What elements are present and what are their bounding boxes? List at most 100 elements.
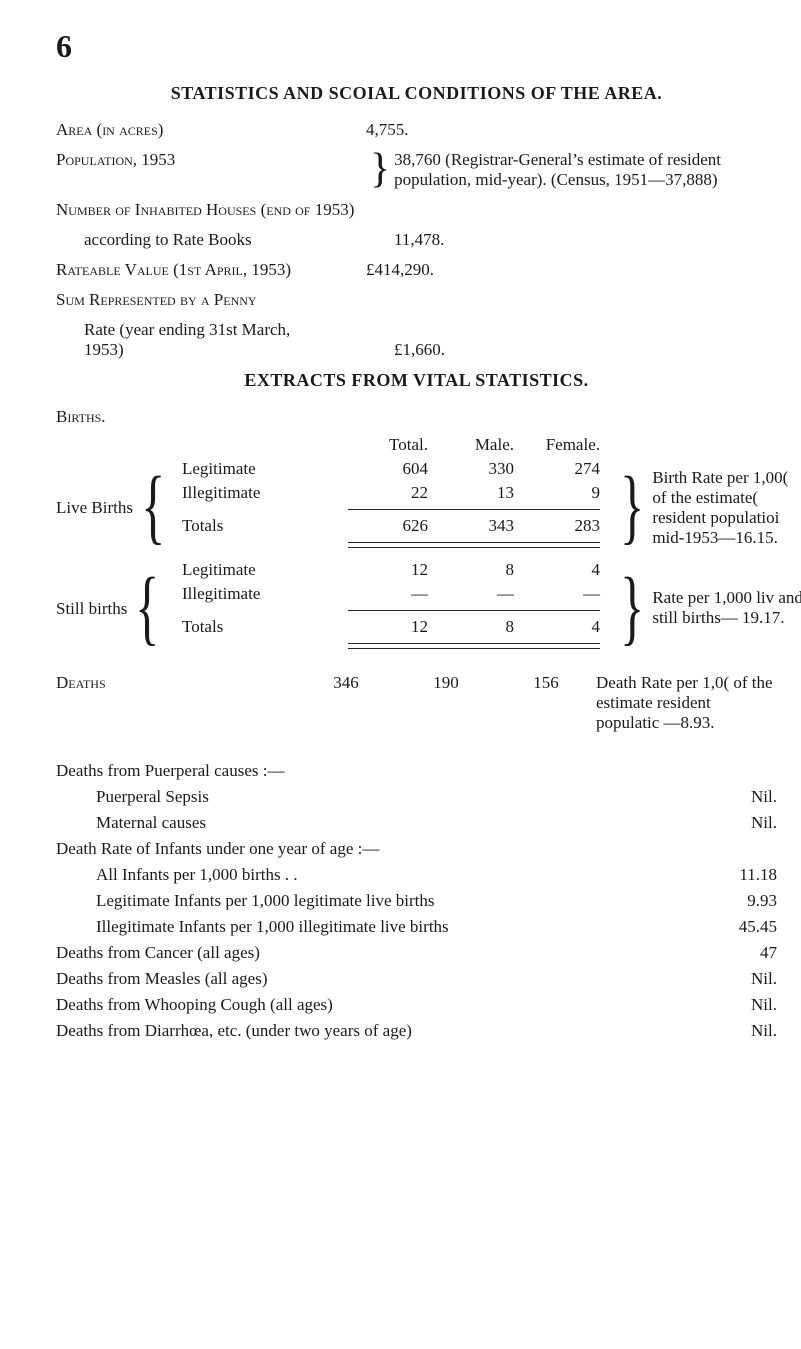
- lb-illegit-label: Illegitimate: [182, 481, 342, 505]
- sum-line3-value: £1,660.: [394, 340, 777, 360]
- list-item-label: Deaths from Diarrhœa, etc. (under two ye…: [56, 1021, 687, 1041]
- list-item-label: Deaths from Measles (all ages): [56, 969, 687, 989]
- hr-icon: [348, 509, 600, 510]
- list-item-value: 9.93: [687, 891, 777, 911]
- area-value: 4,755.: [366, 120, 777, 140]
- list-item: Deaths from Measles (all ages)Nil.: [56, 969, 777, 989]
- lb-totals-female: 283: [520, 514, 600, 538]
- deaths-label: Deaths: [56, 673, 296, 733]
- lb-legit-label: Legitimate: [182, 457, 342, 481]
- live-births-note: Birth Rate per 1,00( of the estimate( re…: [652, 468, 801, 548]
- lb-legit-total: 604: [348, 457, 428, 481]
- infant-rate-heading-text: Death Rate of Infants under one year of …: [56, 839, 777, 859]
- list-item: Deaths from Whooping Cough (all ages)Nil…: [56, 995, 777, 1015]
- list-item-value: Nil.: [687, 787, 777, 807]
- sb-illegit-female: —: [520, 582, 600, 606]
- col-male: Male.: [434, 433, 514, 457]
- list-item-value: Nil.: [687, 813, 777, 833]
- row-sum-1: Sum Represented by a Penny: [56, 290, 777, 310]
- deaths-male: 190: [433, 673, 459, 733]
- houses-line2-value: 11,478.: [394, 230, 777, 250]
- list-item-value: 45.45: [687, 917, 777, 937]
- list-item-label: Deaths from Cancer (all ages): [56, 943, 687, 963]
- list-item-value: Nil.: [687, 1021, 777, 1041]
- lb-legit-female: 274: [520, 457, 600, 481]
- sb-legit-female: 4: [520, 558, 600, 582]
- section-title-1: STATISTICS AND SCOIAL CONDITIONS OF THE …: [56, 83, 777, 104]
- lb-illegit-total: 22: [348, 481, 428, 505]
- lb-totals-total: 626: [348, 514, 428, 538]
- houses-line2-label: according to Rate Books: [84, 230, 394, 250]
- sb-illegit-label: Illegitimate: [182, 582, 342, 606]
- sum-line3-label: 1953): [84, 340, 394, 360]
- brace-icon: {: [135, 579, 159, 638]
- lb-totals-male: 343: [434, 514, 514, 538]
- list-item: Legitimate Infants per 1,000 legitimate …: [56, 891, 777, 911]
- deaths-female: 156: [533, 673, 559, 733]
- list-item: Deaths from Cancer (all ages)47: [56, 943, 777, 963]
- lb-illegit-male: 13: [434, 481, 514, 505]
- deaths-row: Deaths 346 190 156 Death Rate per 1,0( o…: [56, 673, 777, 733]
- rateable-label: Rateable Value (1st April, 1953): [56, 260, 366, 280]
- deaths-note: Death Rate per 1,0( of the estimate resi…: [596, 673, 777, 733]
- list-item: Illegitimate Infants per 1,000 illegitim…: [56, 917, 777, 937]
- sb-illegit-total: —: [348, 582, 428, 606]
- houses-line1: Number of Inhabited Houses (end of 1953): [56, 200, 354, 220]
- still-births-group-label: Still births: [56, 599, 127, 619]
- list-item-label: Maternal causes: [96, 813, 687, 833]
- list-item-value: 47: [687, 943, 777, 963]
- row-population: Population, 1953 } 38,760 (Registrar-Gen…: [56, 150, 777, 190]
- brace-icon: {: [620, 478, 644, 537]
- col-female: Female.: [520, 433, 600, 457]
- still-births-note: Rate per 1,000 liv and still births— 19.…: [652, 588, 801, 628]
- row-houses-2: according to Rate Books 11,478.: [56, 230, 777, 250]
- page-number: 6: [56, 28, 777, 65]
- sb-legit-label: Legitimate: [182, 558, 342, 582]
- list-item: Puerperal SepsisNil.: [56, 787, 777, 807]
- lb-legit-male: 330: [434, 457, 514, 481]
- area-label: Area (in acres): [56, 120, 366, 140]
- sb-totals-male: 8: [434, 615, 514, 639]
- list-item-label: Illegitimate Infants per 1,000 illegitim…: [96, 917, 687, 937]
- row-sum-2: Rate (year ending 31st March,: [56, 320, 777, 340]
- deaths-total: 346: [333, 673, 359, 733]
- sb-totals-female: 4: [520, 615, 600, 639]
- puerperal-heading: Deaths from Puerperal causes :—: [56, 761, 777, 781]
- sb-illegit-male: —: [434, 582, 514, 606]
- list-item-label: Puerperal Sepsis: [96, 787, 687, 807]
- brace-icon: {: [620, 579, 644, 638]
- lb-totals-label: Totals: [182, 514, 342, 538]
- sb-totals-total: 12: [348, 615, 428, 639]
- list-item: Maternal causesNil.: [56, 813, 777, 833]
- rateable-value: £414,290.: [366, 260, 777, 280]
- vital-stats-table: Total. Male. Female. Live Births { Legit…: [56, 433, 777, 659]
- sum-line2: Rate (year ending 31st March,: [84, 320, 290, 340]
- list-item-value: Nil.: [687, 969, 777, 989]
- document-page: 6 STATISTICS AND SCOIAL CONDITIONS OF TH…: [0, 0, 801, 1349]
- live-births-group-label: Live Births: [56, 498, 133, 518]
- row-area: Area (in acres) 4,755.: [56, 120, 777, 140]
- list-item: All Infants per 1,000 births . .11.18: [56, 865, 777, 885]
- list-item-label: Deaths from Whooping Cough (all ages): [56, 995, 687, 1015]
- list-item: Deaths from Diarrhœa, etc. (under two ye…: [56, 1021, 777, 1041]
- sum-line1: Sum Represented by a Penny: [56, 290, 257, 310]
- births-label: Births.: [56, 407, 777, 427]
- lb-illegit-female: 9: [520, 481, 600, 505]
- col-total: Total.: [348, 433, 428, 457]
- sb-legit-total: 12: [348, 558, 428, 582]
- population-text: 38,760 (Registrar-General’s estimate of …: [394, 150, 777, 190]
- population-label: Population, 1953: [56, 150, 175, 170]
- sb-totals-label: Totals: [182, 615, 342, 639]
- row-rateable: Rateable Value (1st April, 1953) £414,29…: [56, 260, 777, 280]
- puerperal-heading-text: Deaths from Puerperal causes :—: [56, 761, 777, 781]
- list-item-label: All Infants per 1,000 births . .: [96, 865, 687, 885]
- brace-icon: {: [141, 478, 165, 537]
- list-item-value: 11.18: [687, 865, 777, 885]
- sb-legit-male: 8: [434, 558, 514, 582]
- hr-icon: [348, 610, 600, 611]
- infant-rate-heading: Death Rate of Infants under one year of …: [56, 839, 777, 859]
- list-item-label: Legitimate Infants per 1,000 legitimate …: [96, 891, 687, 911]
- row-houses-1: Number of Inhabited Houses (end of 1953): [56, 200, 777, 220]
- section-title-2: EXTRACTS FROM VITAL STATISTICS.: [56, 370, 777, 391]
- brace-icon: }: [366, 151, 394, 189]
